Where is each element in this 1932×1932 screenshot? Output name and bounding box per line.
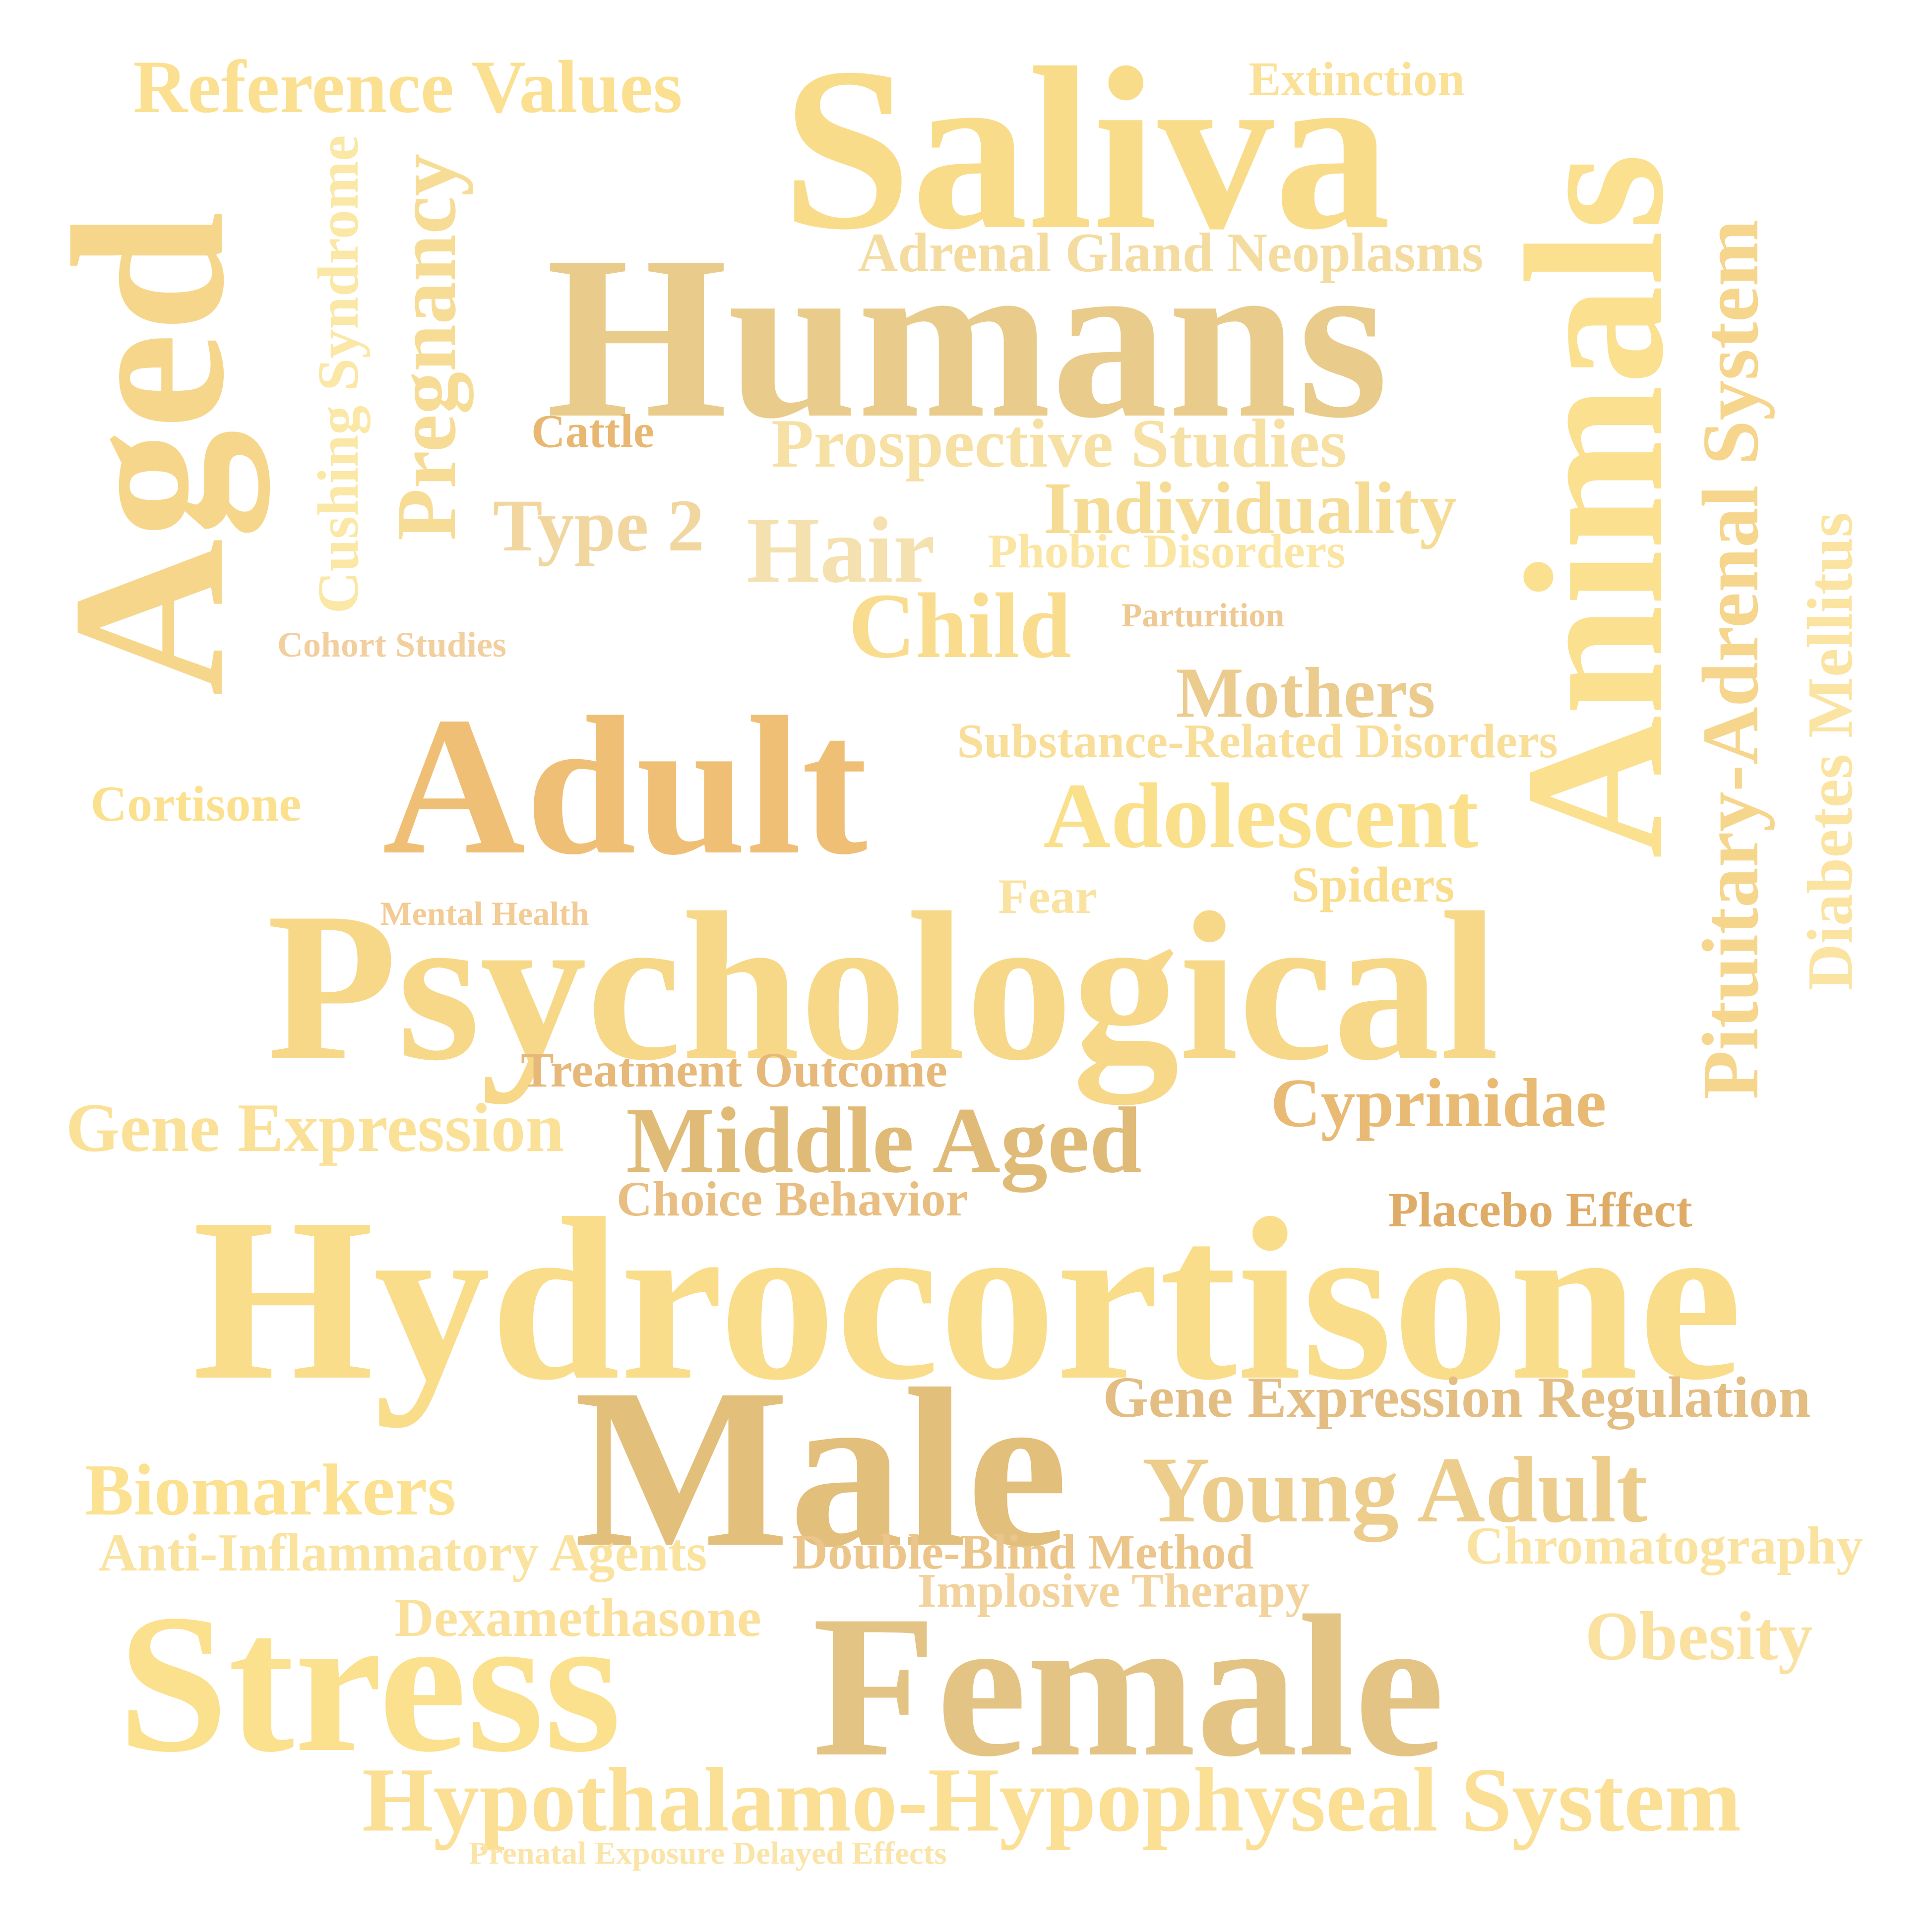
word-pregnancy: Pregnancy: [379, 153, 474, 541]
word-spiders: Spiders: [1291, 857, 1455, 913]
word-choice-behavior: Choice Behavior: [616, 1171, 968, 1226]
word-cyprinidae: Cyprinidae: [1270, 1065, 1607, 1142]
word-individuality: Individuality: [1043, 467, 1457, 549]
word-hair: Hair: [747, 498, 935, 603]
word-cattle: Cattle: [531, 405, 654, 458]
word-diabetes-mellitus: Diabetes Mellitus: [1795, 512, 1866, 991]
word-biomarkers: Biomarkers: [84, 1449, 456, 1531]
word-substance-related-disorders: Substance-Related Disorders: [957, 715, 1558, 768]
word-child: Child: [848, 574, 1071, 677]
word-anti-inflammatory-agents: Anti-Inflammatory Agents: [98, 1523, 707, 1582]
word-female: Female: [812, 1573, 1445, 1799]
word-middle-aged: Middle Aged: [626, 1088, 1142, 1193]
word-phobic-disorders: Phobic Disorders: [988, 525, 1346, 578]
word-adrenal-gland-neoplasms: Adrenal Gland Neoplasms: [858, 222, 1484, 284]
word-cohort-studies: Cohort Studies: [277, 625, 507, 664]
word-placebo-effect: Placebo Effect: [1388, 1182, 1692, 1237]
word-psychological: Psychological: [266, 869, 1499, 1105]
word-gene-expression: Gene Expression: [65, 1089, 564, 1166]
word-implosive-therapy: Implosive Therapy: [917, 1564, 1310, 1618]
word-gene-expression-regulation: Gene Expression Regulation: [1103, 1365, 1811, 1430]
word-cortisone: Cortisone: [90, 776, 302, 832]
word-obesity: Obesity: [1585, 1598, 1813, 1675]
word-pituitary-adrenal-system: Pituitary-Adrenal System: [1686, 219, 1775, 1100]
word-saliva: Saliva: [782, 19, 1391, 278]
word-chromatography: Chromatography: [1465, 1516, 1864, 1575]
word-adult: Adult: [382, 676, 868, 896]
word-stress: Stress: [118, 1573, 622, 1793]
word-hydrocortisone: Hydrocortisone: [192, 1170, 1743, 1428]
word-male: Male: [573, 1341, 1068, 1594]
word-double-blind-method: Double-Blind Method: [792, 1524, 1254, 1579]
word-young-adult: Young Adult: [1142, 1438, 1648, 1542]
word-extinction: Extinction: [1248, 53, 1465, 106]
word-reference-values: Reference Values: [133, 45, 683, 128]
word-dexamethasone: Dexamethasone: [394, 1587, 761, 1648]
word-cushing-syndrome: Cushing Syndrome: [306, 135, 371, 614]
word-parturition: Parturition: [1121, 596, 1285, 634]
word-mothers: Mothers: [1176, 653, 1435, 733]
word-prospective-studies: Prospective Studies: [771, 405, 1347, 482]
word-prenatal-exposure-delayed-effects: Prenatal Exposure Delayed Effects: [469, 1835, 947, 1872]
word-humans: Humans: [546, 208, 1388, 466]
word-type-2: Type 2: [493, 484, 705, 567]
word-hypothalamo-hypophyseal-system: Hypothalamo-Hypophyseal System: [362, 1749, 1742, 1851]
word-adolescent: Adolescent: [1043, 764, 1479, 867]
word-treatment-outcome: Treatment Outcome: [521, 1042, 947, 1097]
word-aged: Aged: [28, 211, 269, 696]
word-fear: Fear: [998, 869, 1097, 924]
word-mental-health: Mental Health: [380, 895, 589, 932]
